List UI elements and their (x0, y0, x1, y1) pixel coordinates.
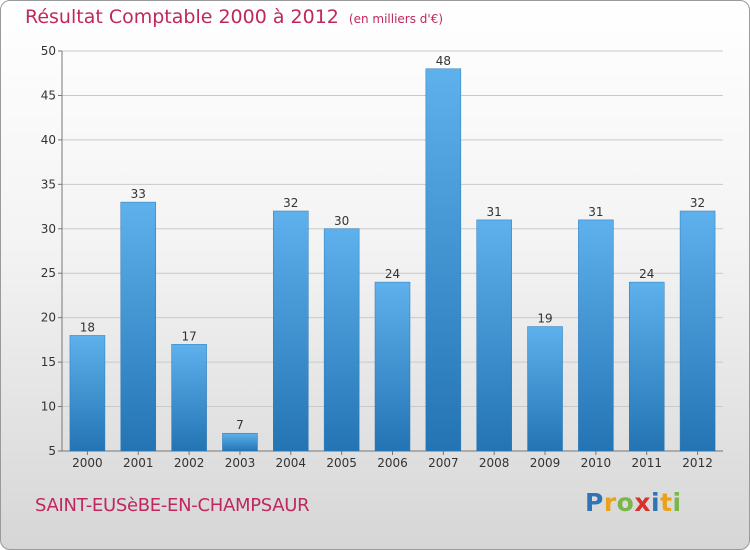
x-tick-label-2003: 2003 (225, 456, 256, 470)
value-label-2002: 17 (181, 329, 196, 343)
logo-letter: i (672, 488, 682, 517)
x-tick-label-2000: 2000 (72, 456, 103, 470)
x-tick-label-2007: 2007 (428, 456, 459, 470)
bar-2005 (323, 228, 360, 452)
value-label-2004: 32 (283, 196, 298, 210)
bar-2002 (171, 344, 207, 452)
bar-2001 (120, 201, 157, 452)
logo-letter: P (585, 488, 604, 517)
x-tick-label-2001: 2001 (123, 456, 154, 470)
value-label-2003: 7 (236, 418, 244, 432)
bar-2003 (222, 432, 258, 452)
logo-letter: t (660, 488, 673, 517)
y-tick-label: 10 (41, 400, 56, 414)
y-tick-label: 25 (41, 266, 56, 280)
bars (69, 68, 716, 452)
x-tick-label-2009: 2009 (530, 456, 561, 470)
location-name: SAINT-EUSèBE-EN-CHAMPSAUR (35, 495, 310, 516)
logo-letter: r (603, 488, 617, 517)
y-tick-label: 35 (41, 177, 56, 191)
value-label-2012: 32 (690, 196, 705, 210)
y-tick-label: 15 (41, 355, 56, 369)
bar-2004 (273, 210, 309, 452)
value-label-2011: 24 (639, 267, 654, 281)
y-tick-label: 40 (41, 133, 56, 147)
logo-letter: o (616, 488, 635, 517)
x-tick-label-2004: 2004 (276, 456, 307, 470)
value-label-2005: 30 (334, 214, 349, 228)
y-tick-label: 50 (41, 44, 56, 58)
bar-2010 (578, 219, 614, 452)
y-tick-label: 30 (41, 222, 56, 236)
bar-2008 (476, 219, 512, 452)
proxiti-logo[interactable]: Proxiti (585, 488, 682, 517)
logo-letter: i (651, 488, 661, 517)
bar-2011 (628, 281, 665, 452)
value-label-2010: 31 (588, 205, 603, 219)
x-tick-label-2006: 2006 (377, 456, 408, 470)
bar-2012 (679, 210, 716, 452)
value-label-2001: 33 (131, 187, 146, 201)
x-tick-label-2011: 2011 (631, 456, 662, 470)
y-tick-label: 20 (41, 311, 56, 325)
x-tick-label-2010: 2010 (581, 456, 612, 470)
value-label-2006: 24 (385, 267, 400, 281)
axes: 5 10 15 20 25 30 35 40 45 50 2000 2001 2002 2003 2004 2… (41, 44, 723, 470)
value-label-2009: 19 (537, 312, 552, 326)
chart-title-unit: (en milliers d'€) (348, 12, 444, 26)
y-tick-label: 45 (41, 88, 56, 102)
logo-letter: x (634, 488, 651, 517)
chart-title: Résultat Comptable 2000 à 2012 (en millie… (25, 6, 443, 28)
chart-title-main: Résultat Comptable 2000 à 2012 (25, 6, 339, 28)
bar-2009 (527, 326, 563, 452)
x-tick-label-2008: 2008 (479, 456, 510, 470)
bar-2007 (425, 68, 462, 452)
bar-2006 (374, 281, 411, 452)
value-label-2007: 48 (436, 54, 451, 68)
x-tick-label-2002: 2002 (174, 456, 205, 470)
bar-2000 (69, 335, 106, 452)
value-labels: 18 33 17 7 32 30 24 48 31 19 31 24 32 (80, 54, 705, 432)
y-tick-label: 5 (48, 444, 56, 458)
x-tick-label-2012: 2012 (682, 456, 713, 470)
value-label-2000: 18 (80, 320, 95, 334)
x-tick-label-2005: 2005 (326, 456, 357, 470)
value-label-2008: 31 (487, 205, 502, 219)
